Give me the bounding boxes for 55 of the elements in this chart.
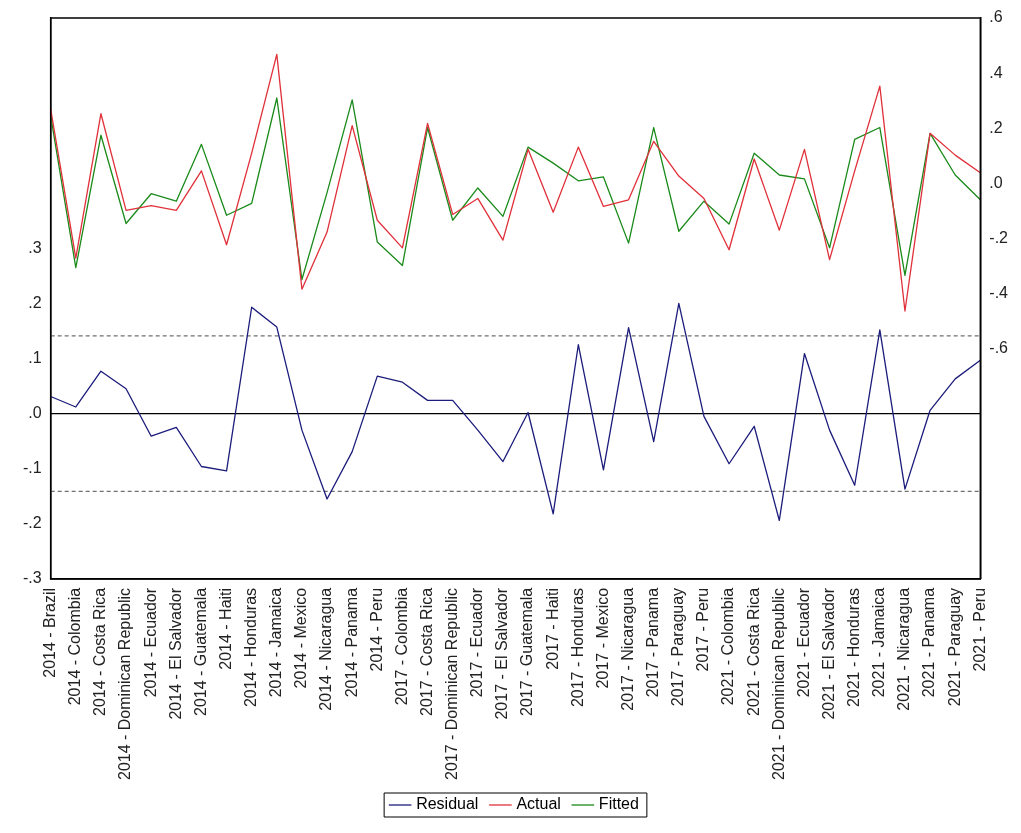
x-tick-label: 2017 - Nicaragua (618, 587, 636, 711)
y2-tick-label: -.6 (989, 339, 1009, 357)
x-tick-label: 2014 - Haiti (216, 587, 234, 670)
x-tick-label: 2014 - Panama (342, 587, 360, 698)
x-tick-label: 2014 - Mexico (292, 587, 310, 689)
x-tick-label: 2014 - Honduras (242, 587, 260, 708)
x-tick-label: 2014 - Peru (367, 587, 385, 672)
y-tick-label: .3 (28, 238, 42, 256)
x-tick-label: 2017 - El Salvador (493, 587, 511, 720)
x-tick-label: 2021 - El Salvador (819, 587, 837, 720)
x-tick-label: 2017 - Guatemala (518, 587, 536, 716)
y2-tick-label: -.4 (989, 284, 1009, 302)
y-tick-label: .0 (28, 404, 42, 422)
y2-tick-label: .6 (989, 8, 1003, 26)
x-tick-label: 2021 - Dominican Republic (769, 587, 787, 781)
x-tick-label: 2014 - Nicaragua (317, 587, 335, 711)
x-tick-label: 2021 - Jamaica (870, 587, 888, 698)
y2-tick-label: .0 (989, 173, 1003, 191)
x-tick-label: 2014 - El Salvador (166, 587, 184, 720)
y2-tick-label: -.2 (989, 229, 1009, 247)
x-tick-label: 2014 - Ecuador (141, 587, 159, 698)
x-tick-label: 2014 - Costa Rica (91, 587, 109, 716)
y2-tick-label: .2 (989, 118, 1003, 136)
x-tick-label: 2021 - Colombia (719, 587, 737, 706)
x-tick-label: 2014 - Dominican Republic (116, 587, 134, 781)
legend-label: Residual (416, 795, 479, 813)
x-tick-label: 2017 - Peru (694, 587, 712, 672)
legend-label: Fitted (598, 795, 639, 813)
x-tick-label: 2014 - Guatemala (191, 587, 209, 716)
x-tick-label: 2021 - Costa Rica (744, 587, 762, 716)
x-tick-label: 2017 - Dominican Republic (443, 587, 461, 781)
x-tick-label: 2021 - Nicaragua (895, 587, 913, 711)
y-tick-label: -.3 (23, 569, 42, 587)
x-tick-label: 2014 - Colombia (66, 587, 84, 706)
x-tick-label: 2017 - Mexico (593, 587, 611, 689)
x-tick-label: 2014 - Jamaica (267, 587, 285, 698)
x-tick-label: 2017 - Colombia (392, 587, 410, 706)
x-tick-label: 2017 - Costa Rica (417, 587, 435, 716)
x-tick-label: 2021 - Panama (920, 587, 938, 698)
y2-tick-label: .4 (989, 63, 1003, 81)
x-tick-label: 2021 - Paraguay (945, 587, 963, 707)
y-tick-label: .1 (28, 348, 42, 366)
x-tick-label: 2017 - Panama (644, 587, 662, 698)
y-tick-label: -.1 (23, 459, 42, 477)
x-tick-label: 2017 - Honduras (568, 587, 586, 708)
x-tick-label: 2014 - Brazil (41, 587, 59, 678)
x-tick-label: 2017 - Paraguay (669, 587, 687, 707)
y-tick-label: .2 (28, 293, 42, 311)
legend-label: Actual (516, 795, 561, 813)
x-tick-label: 2017 - Ecuador (468, 587, 486, 698)
x-tick-label: 2017 - Haiti (543, 587, 561, 670)
y-tick-label: -.2 (23, 514, 42, 532)
x-tick-label: 2021 - Peru (970, 587, 988, 672)
x-tick-label: 2021 - Honduras (845, 587, 863, 708)
x-tick-label: 2021 - Ecuador (794, 587, 812, 698)
